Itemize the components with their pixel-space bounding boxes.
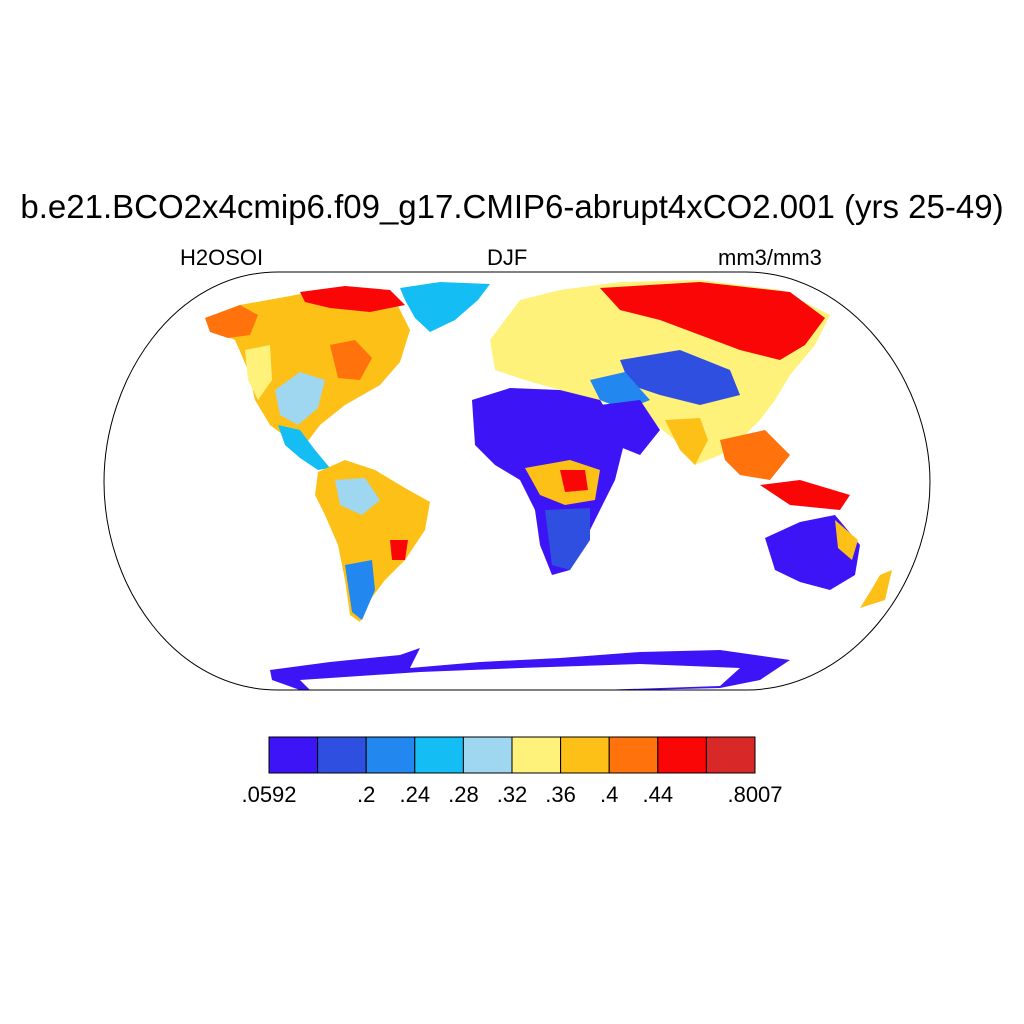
north-america-wet (275, 372, 325, 425)
alaska-land (205, 305, 258, 338)
africa-hotspot (560, 470, 588, 492)
mexico-land (278, 425, 330, 470)
amazon-wet (335, 478, 380, 515)
colorbar-tick-label: .28 (448, 782, 479, 807)
units-label: mm3/mm3 (718, 245, 822, 270)
colorbar-tick-label: .32 (496, 782, 528, 807)
australia-east (835, 520, 858, 560)
season-label: DJF (487, 245, 528, 270)
north-america-west (245, 345, 272, 400)
central-asia-wet (590, 372, 650, 410)
colorbar (268, 736, 756, 774)
siberia-land (600, 282, 825, 360)
colorbar-swatch (365, 736, 416, 774)
colorbar-tick-label: .4 (600, 782, 619, 807)
new-zealand-land (860, 570, 892, 608)
south-america-hotspot (390, 540, 408, 560)
colorbar-tick-label: .24 (399, 782, 431, 807)
greenland-land (400, 282, 490, 332)
southeast-asia-land (720, 430, 790, 480)
colorbar-swatch (317, 736, 367, 774)
colorbar-tick-label: .44 (642, 782, 674, 807)
antarctica-interior (300, 664, 740, 690)
colorbar-swatch (414, 736, 464, 774)
land-fields (205, 280, 892, 690)
india-land (665, 418, 708, 465)
colorbar-tick-label: .0592 (241, 782, 297, 807)
globe-outline (103, 271, 931, 691)
south-america-land (315, 460, 430, 622)
colorbar-swatch (462, 736, 513, 774)
north-america-east (330, 340, 372, 380)
australia-land (765, 515, 860, 590)
north-america-land (205, 290, 410, 445)
map-title: b.e21.BCO2x4cmip6.f09_g17.CMIP6-abrupt4x… (20, 188, 1004, 225)
colorbar-swatch (657, 736, 707, 774)
colorbar-labels: .0592 .2 .24 .28 .32 .36 .4 .44 .8007 (0, 782, 1024, 812)
indonesia-land (760, 480, 850, 510)
central-asia-dry (620, 350, 740, 405)
variable-label: H2OSOI (180, 245, 264, 270)
colorbar-swatch (608, 736, 659, 774)
colorbar-swatch (560, 736, 610, 774)
canada-arctic-land (300, 286, 405, 312)
colorbar-tick-label: .8007 (727, 782, 783, 807)
arabia-land (600, 400, 660, 455)
colorbar-tick-label: .2 (357, 782, 376, 807)
south-america-south (345, 560, 375, 620)
colorbar-tick-label: .36 (545, 782, 576, 807)
colorbar-swatch (268, 736, 319, 774)
colorbar-swatch (511, 736, 562, 774)
africa-south (545, 508, 590, 570)
colorbar-swatch (705, 736, 756, 774)
